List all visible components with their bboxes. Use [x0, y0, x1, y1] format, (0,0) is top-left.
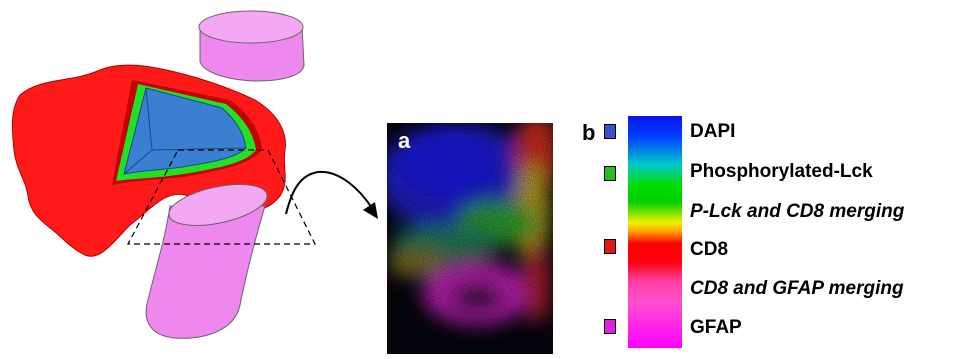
upper-astrocyte-process — [198, 10, 305, 82]
cell-illustration — [0, 0, 380, 354]
lower-astrocyte-process — [145, 184, 268, 339]
swatch-cd8 — [604, 239, 616, 254]
swatch-gfap — [604, 319, 616, 334]
color-scale-bar — [628, 116, 682, 348]
curved-arrow — [285, 170, 378, 219]
swatch-phosphorylated-lck — [604, 166, 616, 181]
legend-label-cd8: CD8 — [690, 239, 729, 260]
panel-b-label: b — [582, 120, 596, 145]
legend-label-dapi: DAPI — [690, 121, 736, 142]
legend-label-plck-cd8-merging: P-Lck and CD8 merging — [690, 201, 905, 222]
legend-label-gfap: GFAP — [690, 317, 742, 338]
section-plane — [127, 149, 316, 245]
swatch-dapi — [604, 124, 616, 139]
nucleus — [123, 87, 247, 175]
legend-label-phosphorylated-lck: Phosphorylated-Lck — [690, 161, 873, 182]
micrograph-panel — [387, 123, 553, 354]
panel-a-label: a — [398, 128, 411, 153]
legend-label-cd8-gfap-merging: CD8 and GFAP merging — [690, 278, 904, 299]
